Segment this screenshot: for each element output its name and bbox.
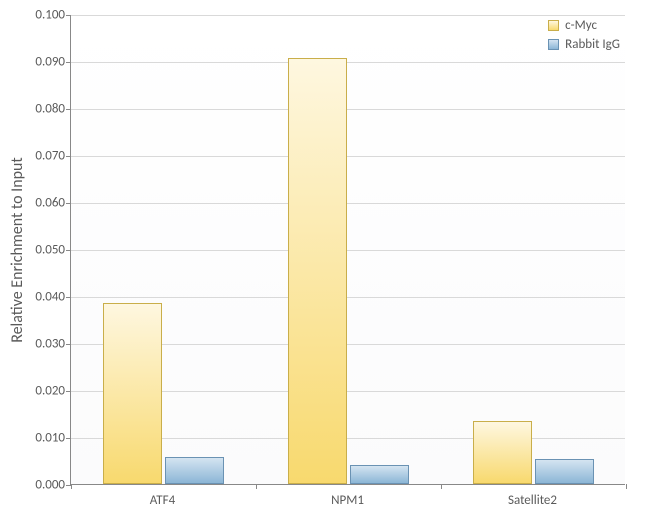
- x-tick-mark: [71, 484, 72, 489]
- y-tick-mark: [66, 156, 71, 157]
- y-tick-label: 0.090: [15, 55, 65, 70]
- y-tick-label: 0.050: [15, 243, 65, 258]
- y-tick-label: 0.000: [15, 478, 65, 493]
- legend-item-cmyc: c-Myc: [548, 18, 620, 33]
- y-tick-label: 0.060: [15, 196, 65, 211]
- bar: [350, 465, 409, 484]
- bar: [103, 303, 162, 484]
- y-tick-mark: [66, 250, 71, 251]
- x-tick-label: Satellite2: [508, 493, 557, 508]
- y-tick-label: 0.070: [15, 149, 65, 164]
- y-tick-label: 0.020: [15, 384, 65, 399]
- x-tick-label: NPM1: [331, 493, 364, 508]
- y-tick-mark: [66, 438, 71, 439]
- x-tick-label: ATF4: [150, 493, 175, 508]
- y-tick-mark: [66, 203, 71, 204]
- y-tick-label: 0.100: [15, 8, 65, 23]
- bar: [165, 457, 224, 484]
- y-tick-label: 0.040: [15, 290, 65, 305]
- gridline: [71, 156, 625, 157]
- gridline: [71, 109, 625, 110]
- legend-swatch-rabbit-igg: [548, 39, 559, 50]
- y-tick-mark: [66, 15, 71, 16]
- legend-item-rabbit-igg: Rabbit IgG: [548, 37, 620, 52]
- y-tick-mark: [66, 62, 71, 63]
- bar: [473, 421, 532, 484]
- gridline: [71, 203, 625, 204]
- x-tick-mark: [441, 484, 442, 489]
- y-tick-label: 0.010: [15, 431, 65, 446]
- x-tick-mark: [626, 484, 627, 489]
- y-tick-mark: [66, 344, 71, 345]
- legend-label: c-Myc: [565, 18, 597, 33]
- y-tick-mark: [66, 109, 71, 110]
- plot-area: [70, 15, 625, 485]
- legend-label: Rabbit IgG: [565, 37, 620, 52]
- gridline: [71, 250, 625, 251]
- y-tick-label: 0.080: [15, 102, 65, 117]
- gridline: [71, 62, 625, 63]
- bar: [535, 459, 594, 484]
- y-tick-mark: [66, 297, 71, 298]
- legend-swatch-cmyc: [548, 20, 559, 31]
- chart-container: Relative Enrichment to Input c-Myc Rabbi…: [0, 0, 650, 530]
- y-tick-mark: [66, 391, 71, 392]
- x-tick-mark: [256, 484, 257, 489]
- bar: [288, 58, 347, 484]
- gridline: [71, 297, 625, 298]
- y-tick-label: 0.030: [15, 337, 65, 352]
- gridline: [71, 15, 625, 16]
- legend: c-Myc Rabbit IgG: [548, 18, 620, 56]
